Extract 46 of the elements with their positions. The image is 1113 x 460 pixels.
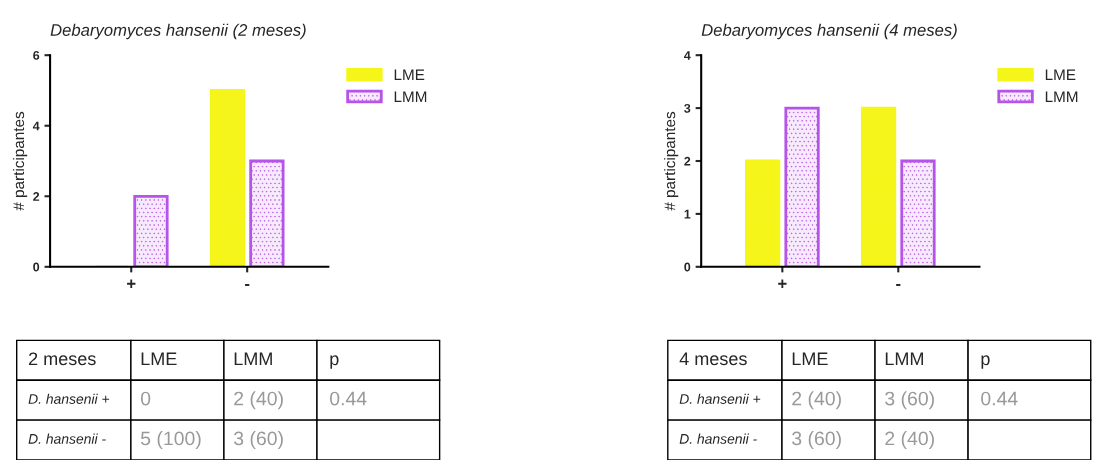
legend-label: LMM bbox=[394, 91, 427, 102]
bar bbox=[249, 159, 285, 267]
text: p bbox=[981, 355, 990, 369]
text: 3 (60) bbox=[792, 431, 841, 450]
y-tick-label: 1 bbox=[684, 209, 691, 219]
bar bbox=[209, 89, 246, 267]
text: 0.44 bbox=[330, 391, 367, 406]
text: 3 (60) bbox=[885, 391, 934, 410]
x-tick-label: + bbox=[778, 279, 787, 288]
text: LME bbox=[141, 352, 177, 365]
legend-label: LMM bbox=[1045, 91, 1078, 102]
y-tick-label: 0 bbox=[33, 262, 40, 272]
y-tick-label: 3 bbox=[684, 103, 691, 113]
text: D. hansenii - bbox=[28, 433, 106, 444]
text: 2 (40) bbox=[885, 431, 934, 450]
text: LME bbox=[792, 352, 828, 365]
text: p bbox=[330, 355, 339, 369]
text: LMM bbox=[885, 352, 923, 365]
y-tick-label: 4 bbox=[32, 121, 40, 131]
text: 0 bbox=[140, 391, 151, 406]
text: 3 (60) bbox=[233, 431, 283, 450]
text: 5 (100) bbox=[140, 431, 201, 450]
chart-title: Debaryomyces hansenii (4 meses) bbox=[701, 23, 957, 40]
text: 4 meses bbox=[679, 352, 747, 366]
bar bbox=[133, 194, 169, 267]
text: 2 (40) bbox=[792, 391, 841, 410]
y-tick-label: 4 bbox=[684, 51, 691, 60]
chart-title: Debaryomyces hansenii (2 meses) bbox=[50, 23, 306, 40]
text: 2 (40) bbox=[234, 391, 283, 410]
y-tick-label: 6 bbox=[33, 51, 40, 60]
y-tick-label: 2 bbox=[684, 156, 691, 166]
y-tick-label: 0 bbox=[684, 262, 691, 272]
legend-label: LME bbox=[394, 69, 425, 81]
y-tick-label: 2 bbox=[33, 192, 40, 201]
text: 0.44 bbox=[981, 391, 1018, 406]
x-tick-label: - bbox=[245, 283, 250, 286]
text: D. hansenii + bbox=[679, 393, 761, 404]
legend-label: LME bbox=[1045, 69, 1076, 81]
x-tick-label: - bbox=[896, 283, 901, 286]
text: D. hansenii + bbox=[28, 393, 110, 404]
x-tick-label: + bbox=[127, 279, 136, 288]
text: LMM bbox=[234, 352, 272, 365]
text: D. hansenii - bbox=[679, 433, 757, 444]
text: 2 meses bbox=[29, 352, 96, 366]
y-axis-title: # participantes bbox=[12, 111, 28, 211]
y-axis-title: # participantes bbox=[664, 111, 679, 211]
